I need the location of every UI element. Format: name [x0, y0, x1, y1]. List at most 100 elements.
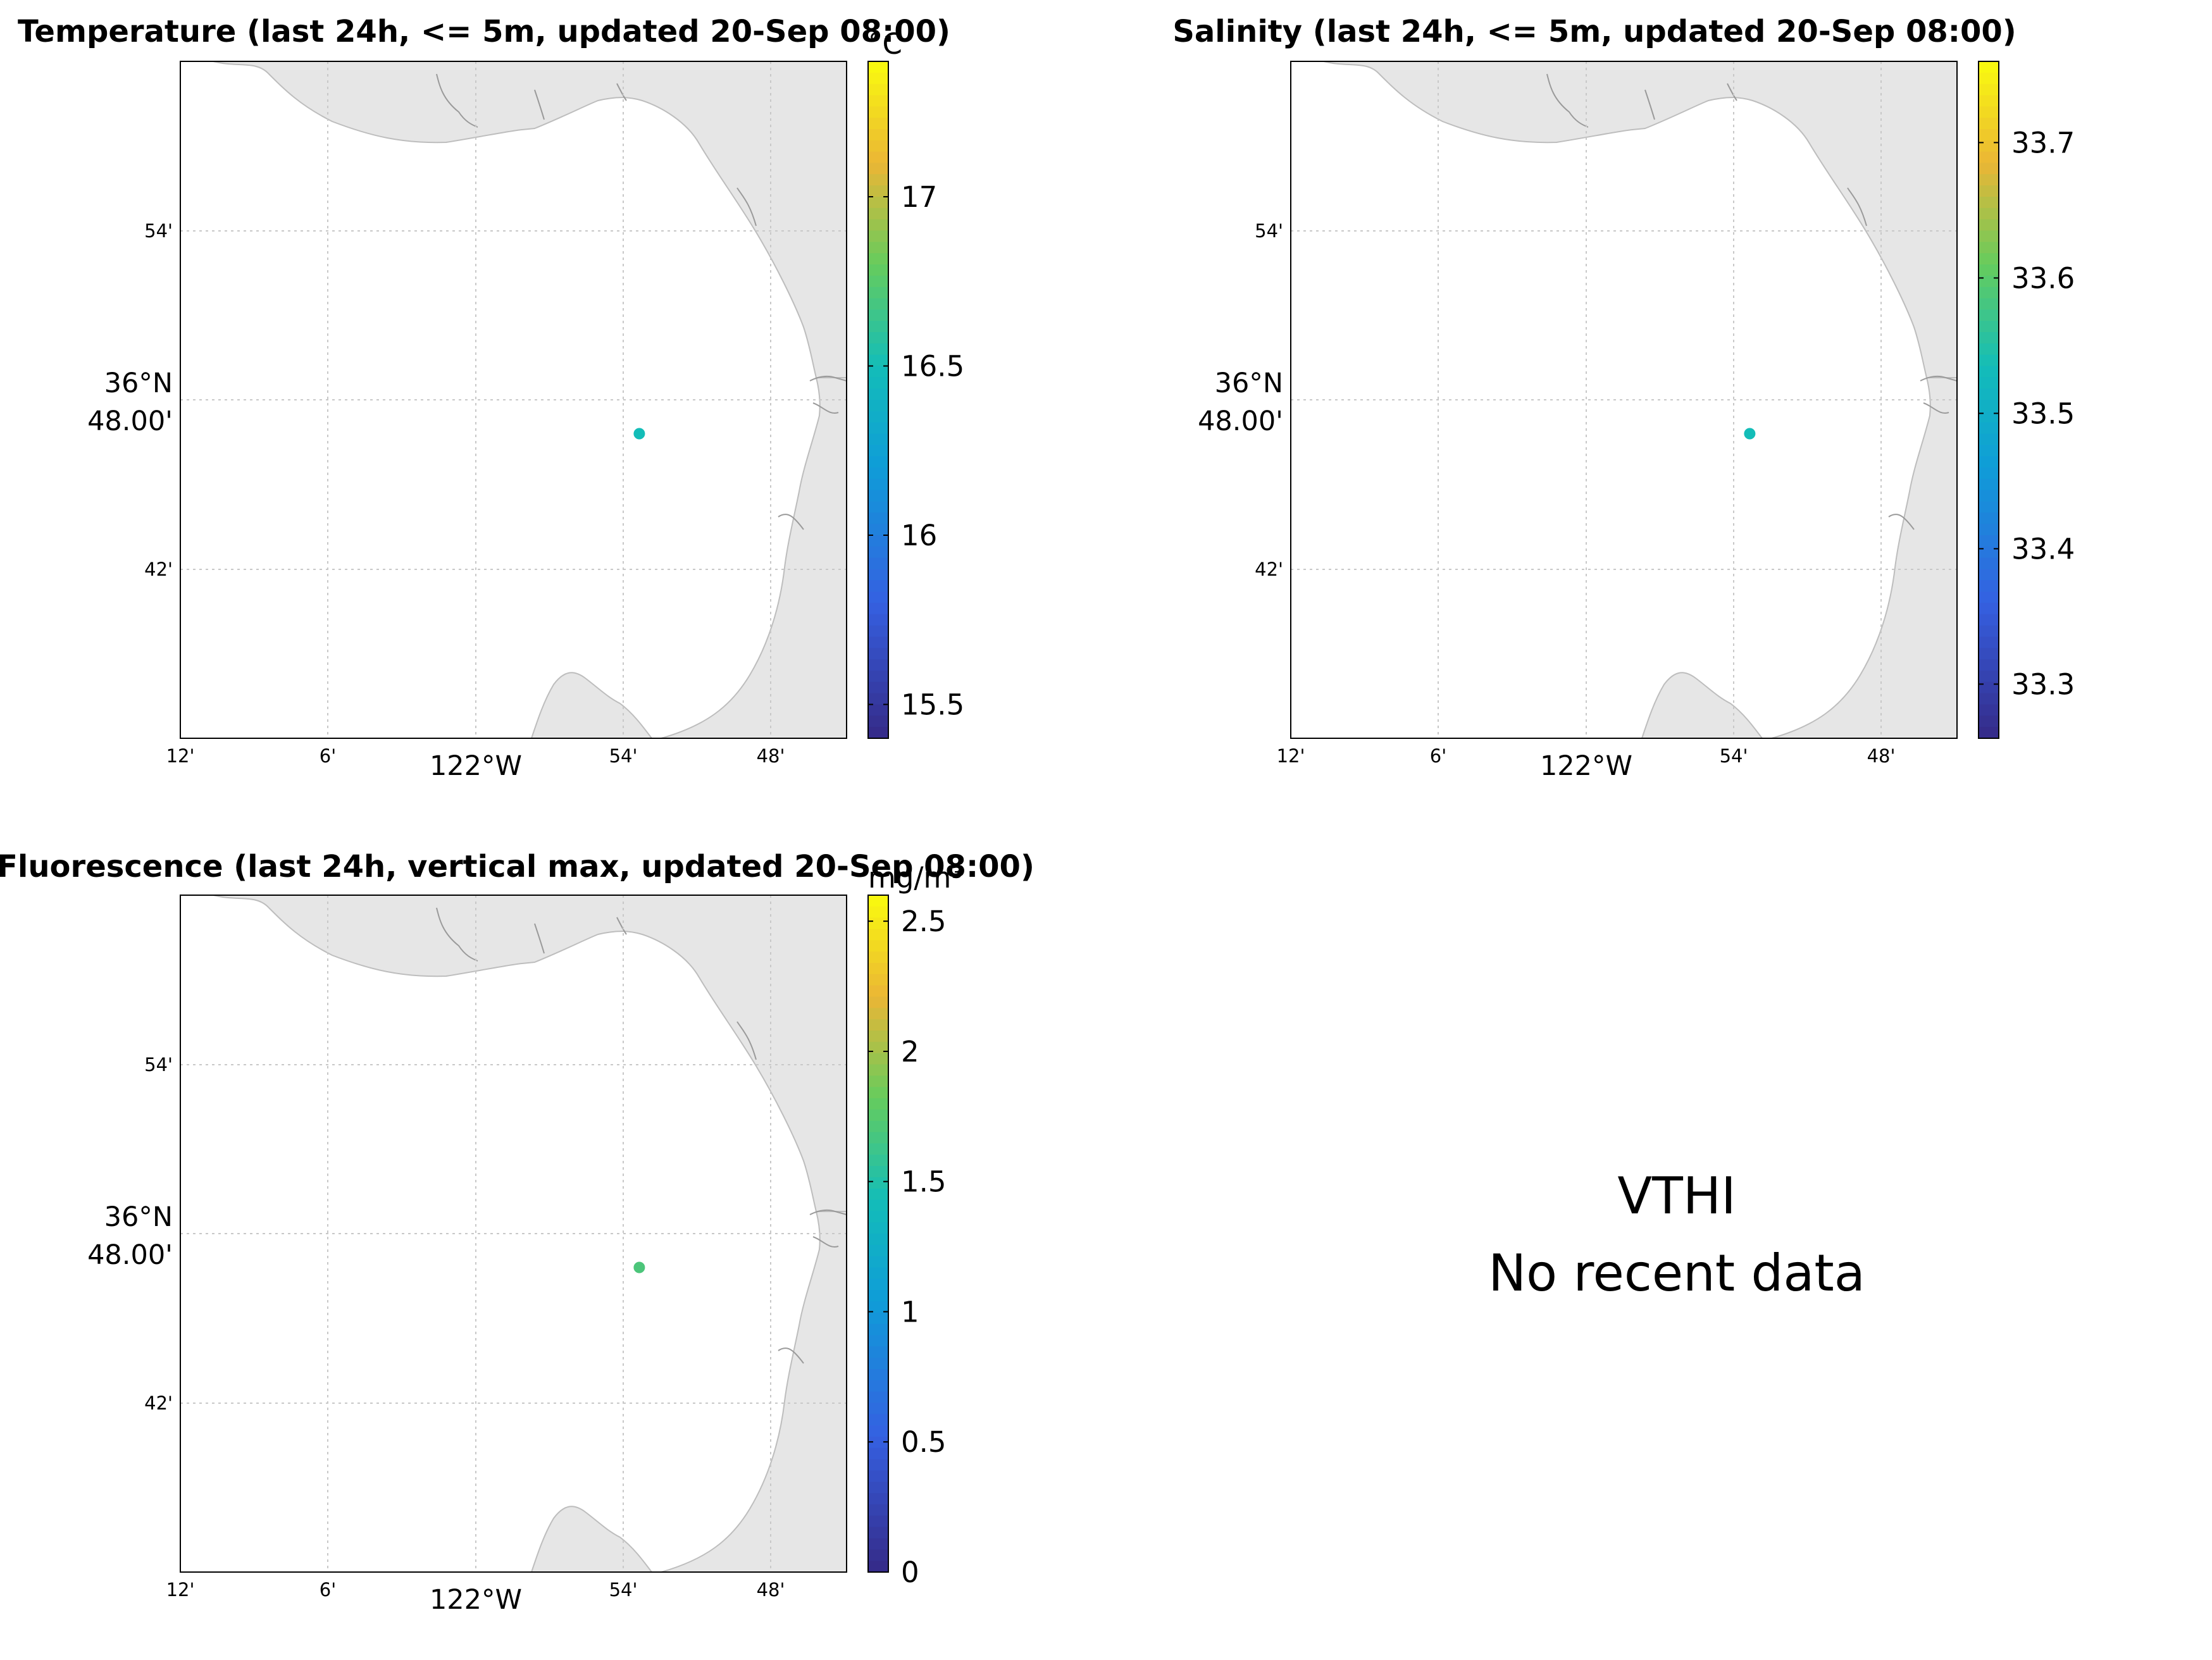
colorbar-segment [868, 1323, 888, 1336]
colorbar-segment [868, 1403, 888, 1415]
colorbar-segment [868, 1549, 888, 1561]
colorbar-segment [1979, 377, 1999, 389]
colorbar-segment [868, 95, 888, 107]
colorbar-segment [868, 1234, 888, 1246]
colorbar-segment [868, 264, 888, 276]
river [1923, 402, 1949, 414]
colorbar-tick-label: 16.5 [901, 350, 964, 383]
x-tick-label: 48' [757, 1579, 785, 1601]
colorbar-segment [868, 963, 888, 975]
colorbar-segment [1979, 275, 1999, 288]
colorbar-segment [868, 468, 888, 480]
map-frame [180, 895, 847, 1573]
colorbar-segment [868, 592, 888, 604]
colorbar-segment [1979, 704, 1999, 716]
colorbar-segment [868, 445, 888, 457]
colorbar-segment [868, 906, 888, 919]
colorbar-tick-label: 33.5 [2011, 397, 2075, 430]
x-tick-label: 12' [166, 745, 195, 767]
x-tick-label: 6' [1430, 745, 1446, 767]
colorbar-segment [868, 940, 888, 952]
colorbar-segment [868, 1437, 888, 1449]
x-tick-label: 54' [1720, 745, 1748, 767]
colorbar-segment [868, 1256, 888, 1268]
colorbar-tick-label: 2 [901, 1035, 919, 1068]
colorbar-segment [868, 163, 888, 175]
colorbar-segment [1979, 287, 1999, 299]
colorbar-segment [1979, 309, 1999, 321]
colorbar-segment [868, 614, 888, 626]
colorbar-segment [1979, 411, 1999, 423]
colorbar-segment [868, 1493, 888, 1505]
land-north [180, 895, 847, 1212]
colorbar-segment [1979, 659, 1999, 671]
land-east [661, 1211, 847, 1573]
colorbar-segment [1979, 524, 1999, 536]
colorbar-segment [868, 433, 888, 445]
colorbar: 15.5 16 16.5 17 °C [867, 27, 964, 739]
colorbar-segment [868, 648, 888, 660]
colorbar-segment [868, 366, 888, 378]
colorbar-segment [868, 1166, 888, 1178]
river [436, 907, 478, 962]
colorbar-tick-label: 0 [901, 1556, 919, 1589]
colorbar-segment [1979, 490, 1999, 502]
river [736, 1021, 757, 1060]
river [436, 73, 478, 128]
land-north [180, 61, 847, 378]
colorbar-segment [868, 603, 888, 615]
colorbar-segment [1979, 388, 1999, 400]
colorbar-segment [868, 242, 888, 254]
colorbar-segment [1979, 592, 1999, 604]
colorbar-segment [868, 1064, 888, 1076]
colorbar-segment [868, 411, 888, 423]
river [1920, 375, 1958, 381]
colorbar-segment [868, 727, 888, 739]
river [778, 1347, 804, 1364]
x-center-label: 122°W [430, 1584, 522, 1616]
colorbar-segment [868, 1380, 888, 1392]
colorbar-segment [1979, 445, 1999, 457]
colorbar-segment [1979, 433, 1999, 445]
colorbar-tick-label: 2.5 [901, 905, 947, 938]
x-tick-label: 48' [1867, 745, 1896, 767]
y-center-label-bottom: 48.00' [1198, 406, 1283, 437]
colorbar-segment [868, 1177, 888, 1189]
colorbar-segment [868, 253, 888, 265]
river [1546, 73, 1589, 128]
colorbar-segment [868, 197, 888, 209]
colorbar-segment [868, 61, 888, 73]
colorbar-segment [868, 1120, 888, 1133]
colorbar-segment [1979, 332, 1999, 344]
colorbar-segment [868, 535, 888, 547]
colorbar-segment [1979, 95, 1999, 107]
river [812, 402, 839, 414]
colorbar-segment [868, 951, 888, 963]
colorbar-tick-label: 16 [901, 519, 937, 552]
colorbar-segment [868, 1561, 888, 1573]
y-tick-label: 54' [144, 220, 173, 242]
colorbar-segment [868, 895, 888, 907]
colorbar-segment [868, 569, 888, 581]
panel-title: Fluorescence (last 24h, vertical max, up… [0, 849, 1035, 884]
x-tick-label: 12' [1277, 745, 1305, 767]
colorbar-segment [868, 557, 888, 570]
colorbar-segment [868, 1391, 888, 1404]
y-center-label-bottom: 48.00' [87, 1239, 173, 1271]
colorbar-frame [867, 895, 889, 1573]
colorbar-segment [1979, 603, 1999, 615]
colorbar-segment [868, 72, 888, 85]
colorbar-segment [868, 1346, 888, 1358]
colorbar-segment [1979, 253, 1999, 265]
colorbar-segment [1979, 715, 1999, 728]
panel-title: Temperature (last 24h, <= 5m, updated 20… [18, 14, 950, 49]
river [1888, 514, 1915, 530]
colorbar-segment [868, 151, 888, 164]
river [1644, 89, 1655, 120]
colorbar-segment [868, 636, 888, 648]
colorbar-segment [1979, 671, 1999, 683]
colorbar-segment [1979, 321, 1999, 333]
colorbar-units: mg/m³ [868, 861, 962, 895]
colorbar-segment [868, 704, 888, 716]
colorbar-segment [868, 478, 888, 491]
